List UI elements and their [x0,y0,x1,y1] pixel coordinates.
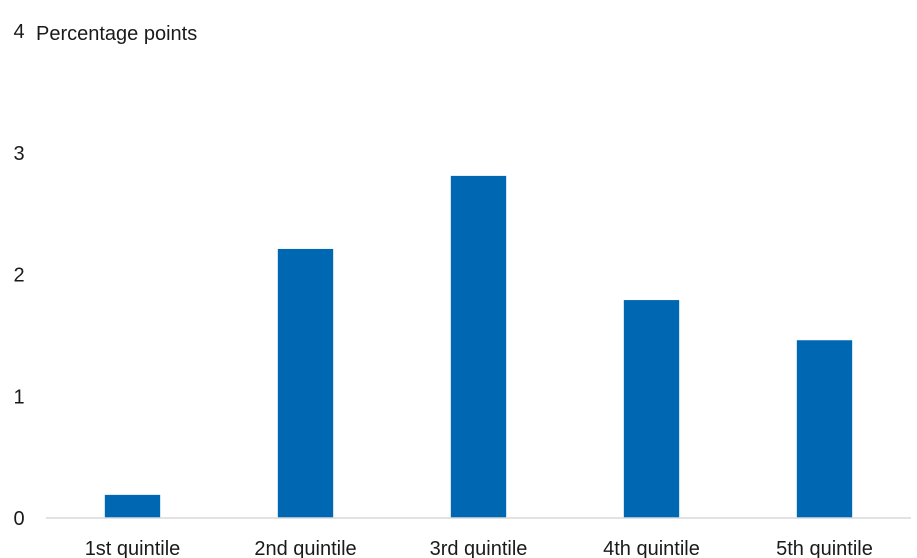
y-tick-label: 1 [13,386,24,408]
x-tick-label: 3rd quintile [430,538,528,558]
bar [796,340,853,518]
bar [104,494,161,518]
y-tick-label: 3 [13,143,24,165]
x-tick-label: 1st quintile [85,538,181,558]
bar [623,300,680,518]
y-tick-label: 4 [13,21,24,43]
bars [104,175,853,518]
y-axis-unit-label: Percentage points [36,23,197,45]
x-axis-labels: 1st quintile 2nd quintile 3rd quintile 4th … [85,538,873,558]
bar [450,175,507,518]
y-tick-label: 0 [13,508,24,530]
x-tick-label: 5th quintile [776,538,873,558]
x-tick-label: 2nd quintile [254,538,356,558]
bar [277,248,334,518]
y-tick-label: 2 [13,265,24,287]
x-tick-label: 4th quintile [603,538,700,558]
y-axis-ticks: 0 1 2 3 4 [13,21,24,530]
